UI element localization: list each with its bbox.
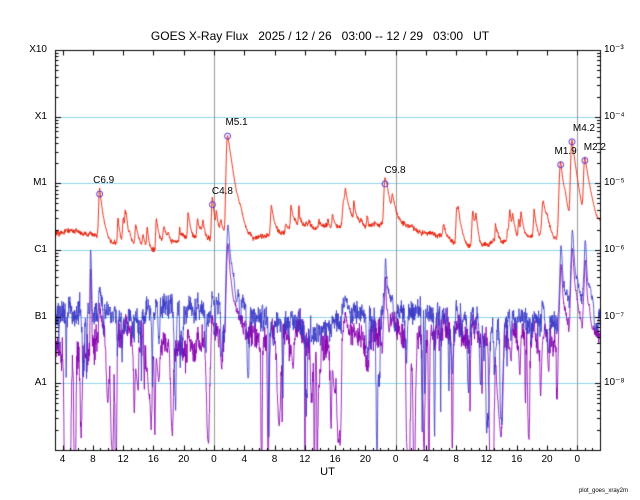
- x-axis-tick-label: 12: [480, 454, 493, 465]
- flare-label: C4.8: [211, 185, 233, 197]
- x-axis-tick-label: 12: [117, 454, 129, 465]
- x-axis-tick-label: 8: [271, 454, 278, 465]
- y-axis-flux-label: 10⁻³: [604, 44, 624, 55]
- x-axis-tick-label: 16: [329, 454, 341, 465]
- x-axis-tick-label: 20: [541, 454, 553, 465]
- flare-label: M2.2: [583, 141, 606, 153]
- y-axis-class-label: B1: [34, 310, 47, 322]
- y-axis-class-label: M1: [33, 177, 47, 189]
- x-axis-tick-label: 8: [453, 454, 459, 465]
- flare-label: M5.1: [225, 117, 248, 129]
- chart-title: GOES X-Ray Flux 2025 / 12 / 26 03:00 -- …: [150, 29, 490, 43]
- x-axis-tick-label: 16: [147, 454, 159, 465]
- x-axis-tick-label: 20: [359, 454, 371, 465]
- y-axis-class-label: A1: [34, 377, 47, 389]
- x-axis-tick-label: 12: [299, 454, 311, 465]
- x-axis-tick-label: 8: [90, 454, 96, 465]
- flare-label: M4.2: [572, 122, 596, 134]
- flare-label: C9.8: [384, 164, 406, 176]
- flare-label: M1.9: [554, 145, 577, 157]
- x-axis-tick-label: 0: [392, 454, 399, 465]
- y-axis-flux-label: 10⁻⁸: [604, 377, 625, 389]
- x-axis-label: UT: [320, 466, 335, 478]
- x-axis-tick-label: 20: [178, 454, 190, 465]
- x-axis-tick-label: 0: [574, 454, 581, 465]
- y-axis-class-label: X1: [34, 110, 47, 122]
- y-axis-flux-label: 10⁻⁷: [604, 310, 625, 322]
- x-axis-tick-label: 0: [211, 454, 217, 465]
- x-axis-tick-label: 16: [511, 454, 523, 465]
- y-axis-flux-label: 10⁻⁶: [604, 244, 625, 255]
- y-axis-class-label: X10: [29, 44, 47, 55]
- y-axis-flux-label: 10⁻⁵: [604, 177, 625, 189]
- plot-watermark: plot_goes_xray2m: [578, 488, 628, 494]
- y-axis-flux-label: 10⁻⁴: [604, 110, 625, 122]
- y-axis-class-label: C1: [34, 244, 47, 255]
- x-axis-tick-label: 4: [241, 454, 248, 465]
- x-axis-tick-label: 4: [59, 454, 66, 465]
- flare-label: C6.9: [93, 175, 115, 187]
- x-axis-tick-label: 4: [423, 454, 429, 465]
